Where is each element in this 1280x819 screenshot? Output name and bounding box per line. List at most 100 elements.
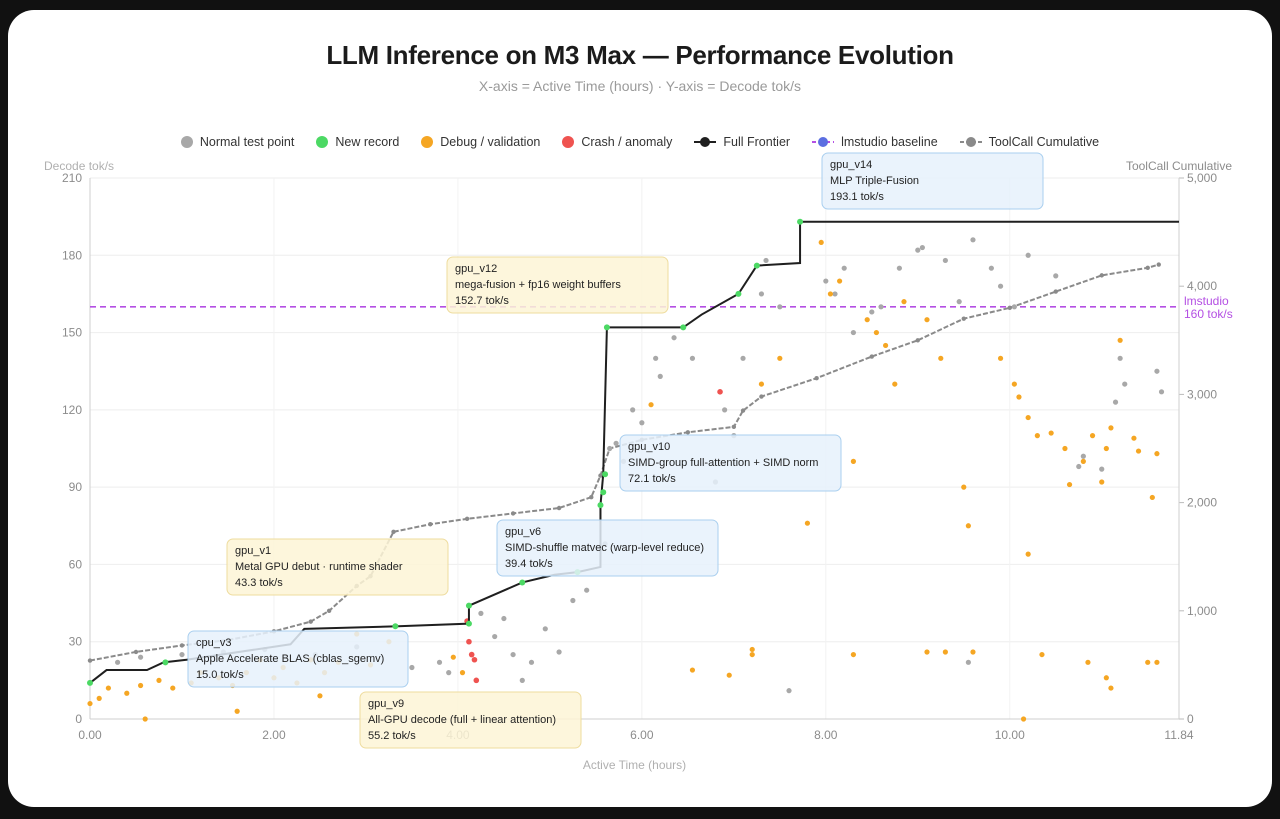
cumulative-point xyxy=(179,643,185,648)
x-tick-label: 8.00 xyxy=(814,728,838,742)
debug-point xyxy=(942,649,948,655)
chart-frame: LLM Inference on M3 Max — Performance Ev… xyxy=(8,10,1272,807)
normal-point xyxy=(1011,304,1017,310)
debug-point xyxy=(1131,435,1137,441)
legend-marker-record xyxy=(316,136,329,148)
record-point xyxy=(735,290,742,297)
debug-point xyxy=(1103,675,1109,681)
crash-point xyxy=(473,677,480,684)
debug-point xyxy=(1025,551,1031,557)
cumulative-point xyxy=(814,375,819,381)
debug-point xyxy=(1103,445,1109,452)
record-point xyxy=(519,579,526,586)
legend-item-normal[interactable]: Normal test point xyxy=(180,135,295,149)
legend-item-baseline[interactable]: lmstudio baseline xyxy=(812,135,938,149)
debug-point xyxy=(105,685,111,691)
debug-point xyxy=(1025,414,1031,421)
annotation-title-gpu_v1: gpu_v1 xyxy=(235,545,271,557)
legend-marker-cumulative xyxy=(959,136,982,148)
legend: Normal test point New record Debug / val… xyxy=(8,135,1272,149)
chart-subtitle: X-axis = Active Time (hours) · Y-axis = … xyxy=(478,78,802,94)
chart-title: LLM Inference on M3 Max — Performance Ev… xyxy=(326,40,954,70)
cumulative-point xyxy=(598,473,603,478)
legend-item-record[interactable]: New record xyxy=(316,135,399,149)
cumulative-point xyxy=(759,394,764,399)
cumulative-point xyxy=(731,424,737,430)
debug-point xyxy=(924,649,930,655)
debug-point xyxy=(137,682,144,689)
y2-axis-title: ToolCall Cumulative xyxy=(1126,159,1232,173)
normal-point xyxy=(607,445,613,452)
debug-point xyxy=(938,355,944,361)
normal-point xyxy=(1025,252,1031,258)
y-tick-label: 150 xyxy=(62,326,82,340)
normal-point xyxy=(970,237,976,243)
annotation-box-gpu_v14 xyxy=(821,152,1044,210)
debug-point xyxy=(1145,659,1151,665)
legend-item-debug[interactable]: Debug / validation xyxy=(421,135,540,149)
debug-point xyxy=(170,685,176,691)
annotation-box-gpu_v10 xyxy=(619,434,842,492)
y-tick-label: 30 xyxy=(69,635,83,649)
debug-point xyxy=(1062,445,1068,452)
y-tick-label: 210 xyxy=(62,171,82,185)
debug-point xyxy=(827,291,834,297)
legend-marker-crash xyxy=(562,136,575,148)
debug-point xyxy=(850,651,857,658)
normal-point xyxy=(1122,381,1128,387)
normal-point xyxy=(510,651,516,658)
debug-point xyxy=(317,693,323,699)
record-point xyxy=(597,502,604,509)
annotation-desc-gpu_v9: All-GPU decode (full + linear attention) xyxy=(368,714,556,726)
debug-point xyxy=(804,520,811,526)
debug-point xyxy=(1080,458,1086,464)
baseline-label-value: 160 tok/s xyxy=(1184,307,1233,321)
legend-label-normal: Normal test point xyxy=(199,135,295,149)
normal-point xyxy=(956,299,962,305)
y-axis-title: Decode tok/s xyxy=(44,159,114,173)
normal-point xyxy=(446,670,452,676)
cumulative-point xyxy=(915,338,920,343)
debug-point xyxy=(450,654,456,660)
crash-point xyxy=(468,651,475,658)
debug-point xyxy=(1154,451,1160,457)
normal-point xyxy=(832,291,838,297)
legend-item-frontier[interactable]: Full Frontier xyxy=(694,135,790,149)
record-point xyxy=(603,324,610,331)
annotation-value-gpu_v6: 39.4 tok/s xyxy=(505,558,553,570)
normal-point xyxy=(501,615,507,622)
normal-point xyxy=(841,265,847,271)
y2-tick-label: 4,000 xyxy=(1187,279,1217,293)
debug-point xyxy=(1066,481,1073,488)
debug-point xyxy=(459,670,466,676)
legend-label-baseline: lmstudio baseline xyxy=(841,135,938,149)
legend-item-crash[interactable]: Crash / anomaly xyxy=(562,135,672,149)
debug-point xyxy=(1048,430,1054,436)
annotation-box-gpu_v9 xyxy=(359,691,582,749)
cumulative-point xyxy=(510,511,516,516)
normal-point xyxy=(1099,466,1105,472)
cumulative-point xyxy=(869,354,874,359)
normal-point xyxy=(869,309,875,315)
legend-marker-baseline xyxy=(812,136,835,148)
normal-point xyxy=(942,257,948,264)
record-point xyxy=(392,623,399,630)
annotation-value-gpu_v9: 55.2 tok/s xyxy=(368,730,416,742)
normal-point xyxy=(613,440,619,446)
debug-point xyxy=(689,667,696,673)
annotation-box-gpu_v6 xyxy=(496,519,719,577)
normal-point xyxy=(492,633,498,640)
debug-point xyxy=(156,677,162,683)
debug-point xyxy=(87,700,93,707)
normal-point xyxy=(1158,389,1165,395)
normal-point xyxy=(478,610,484,616)
normal-point xyxy=(671,335,677,341)
normal-point xyxy=(179,651,185,658)
legend-item-cumulative[interactable]: ToolCall Cumulative xyxy=(959,135,1099,149)
record-point xyxy=(87,679,93,686)
crash-point xyxy=(466,638,472,645)
debug-point xyxy=(837,278,843,284)
debug-point xyxy=(1020,716,1027,722)
debug-point xyxy=(818,239,824,246)
y2-tick-label: 1,000 xyxy=(1187,604,1217,618)
